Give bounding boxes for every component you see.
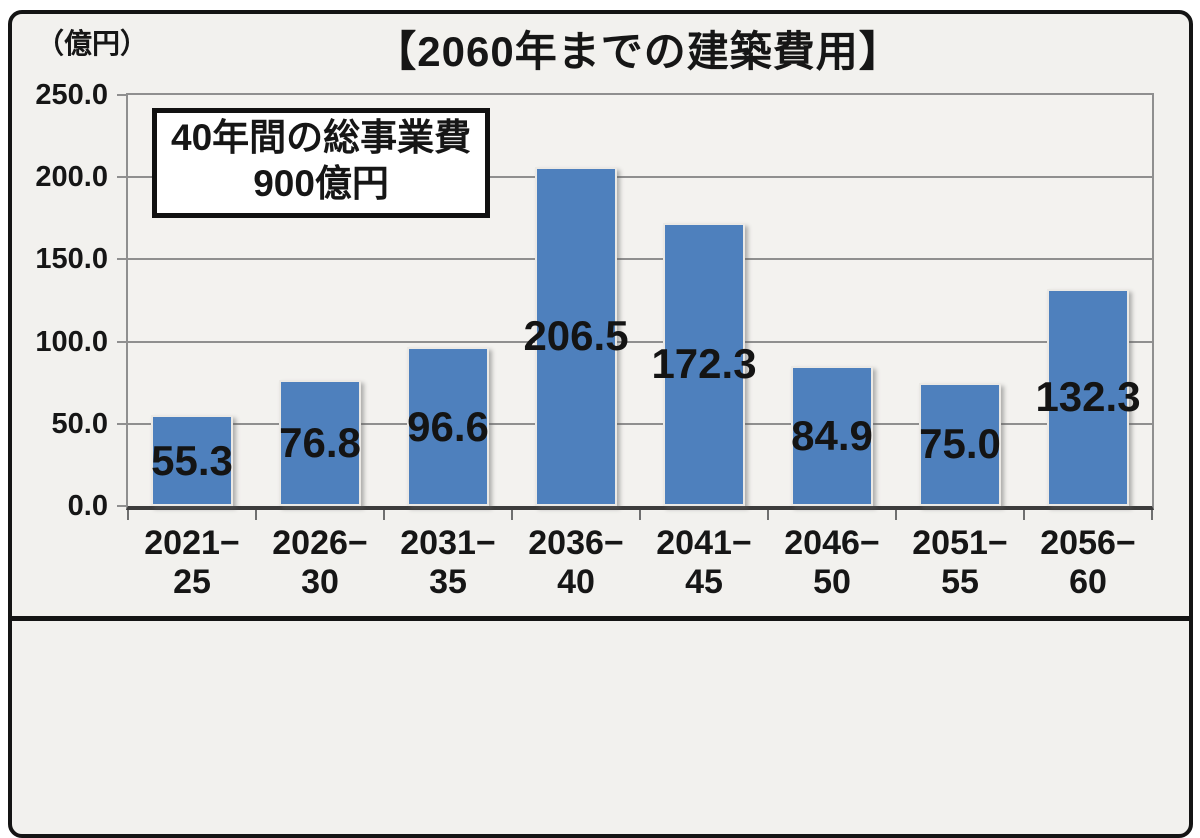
bar-value-label: 76.8	[279, 418, 361, 466]
y-axis-tick-mark	[117, 176, 126, 179]
y-axis-tick-mark	[117, 340, 126, 343]
y-axis-tick-mark	[117, 258, 126, 261]
bar-2026−30	[279, 379, 361, 506]
bar-value-label: 132.3	[1035, 373, 1141, 421]
x-axis-tick-mark	[1023, 510, 1025, 520]
x-axis-category-label: 2026− 30	[272, 524, 368, 601]
y-axis-tick-mark	[117, 94, 126, 96]
bar-value-label: 75.0	[919, 420, 1001, 468]
x-axis-category-label: 2046− 50	[784, 524, 880, 601]
y-axis-tick-label: 250.0	[35, 79, 108, 111]
total-cost-callout: 40年間の総事業費 900億円	[152, 108, 491, 218]
y-axis-unit-label: （億円）	[36, 28, 149, 59]
bar-2036−40	[535, 166, 617, 506]
x-axis-category-label: 2021− 25	[144, 524, 240, 601]
chart-panel: （億円） 【2060年までの建築費用】 250.0 200.0 150.0 100.0…	[8, 10, 1193, 838]
x-axis-category-label: 2036− 40	[528, 524, 624, 601]
x-axis-category-label: 2056− 60	[1040, 524, 1136, 601]
x-axis-tick-mark	[255, 510, 257, 520]
bar-2031−35	[407, 347, 489, 506]
bar-value-label: 55.3	[151, 436, 233, 484]
x-axis-tick-mark	[383, 510, 385, 520]
x-axis-category-label: 2051− 55	[912, 524, 1008, 601]
gridline	[128, 176, 1152, 179]
gridline	[128, 340, 1152, 343]
x-axis-tick-mark	[895, 510, 897, 520]
bar-2021−25	[151, 415, 233, 506]
x-axis-tick-mark	[1151, 510, 1153, 520]
x-axis-category-label: 2031− 35	[400, 524, 496, 601]
x-axis-tick-mark	[767, 510, 769, 520]
x-axis-category-label: 2041− 45	[656, 524, 752, 601]
y-axis-tick-label: 200.0	[35, 161, 108, 194]
bar-value-label: 172.3	[651, 340, 757, 388]
total-cost-callout-line2: 900億円	[253, 163, 389, 204]
x-axis-tick-mark	[639, 510, 641, 520]
section-divider	[12, 616, 1189, 621]
total-cost-callout-line1: 40年間の総事業費	[171, 117, 472, 158]
bar-value-label: 84.9	[791, 412, 873, 460]
bar-2051−55	[919, 382, 1001, 506]
gridline	[128, 422, 1152, 425]
y-axis-tick-mark	[117, 422, 126, 425]
gridline	[128, 258, 1152, 261]
bar-2041−45	[663, 222, 745, 506]
bar-value-label: 206.5	[523, 312, 629, 360]
x-axis-tick-mark	[127, 510, 129, 520]
y-axis-tick-label: 100.0	[35, 325, 108, 358]
bar-2046−50	[791, 366, 873, 506]
x-axis-tick-mark	[511, 510, 513, 520]
y-axis-tick-mark	[117, 505, 126, 507]
y-axis-tick-label: 150.0	[35, 243, 108, 276]
bar-2056−60	[1047, 288, 1129, 506]
bar-value-label: 96.6	[407, 402, 489, 450]
y-axis-tick-label: 0.0	[67, 490, 108, 522]
chart-title: 【2060年までの建築費用】	[374, 28, 902, 75]
y-axis-tick-label: 50.0	[51, 407, 108, 440]
